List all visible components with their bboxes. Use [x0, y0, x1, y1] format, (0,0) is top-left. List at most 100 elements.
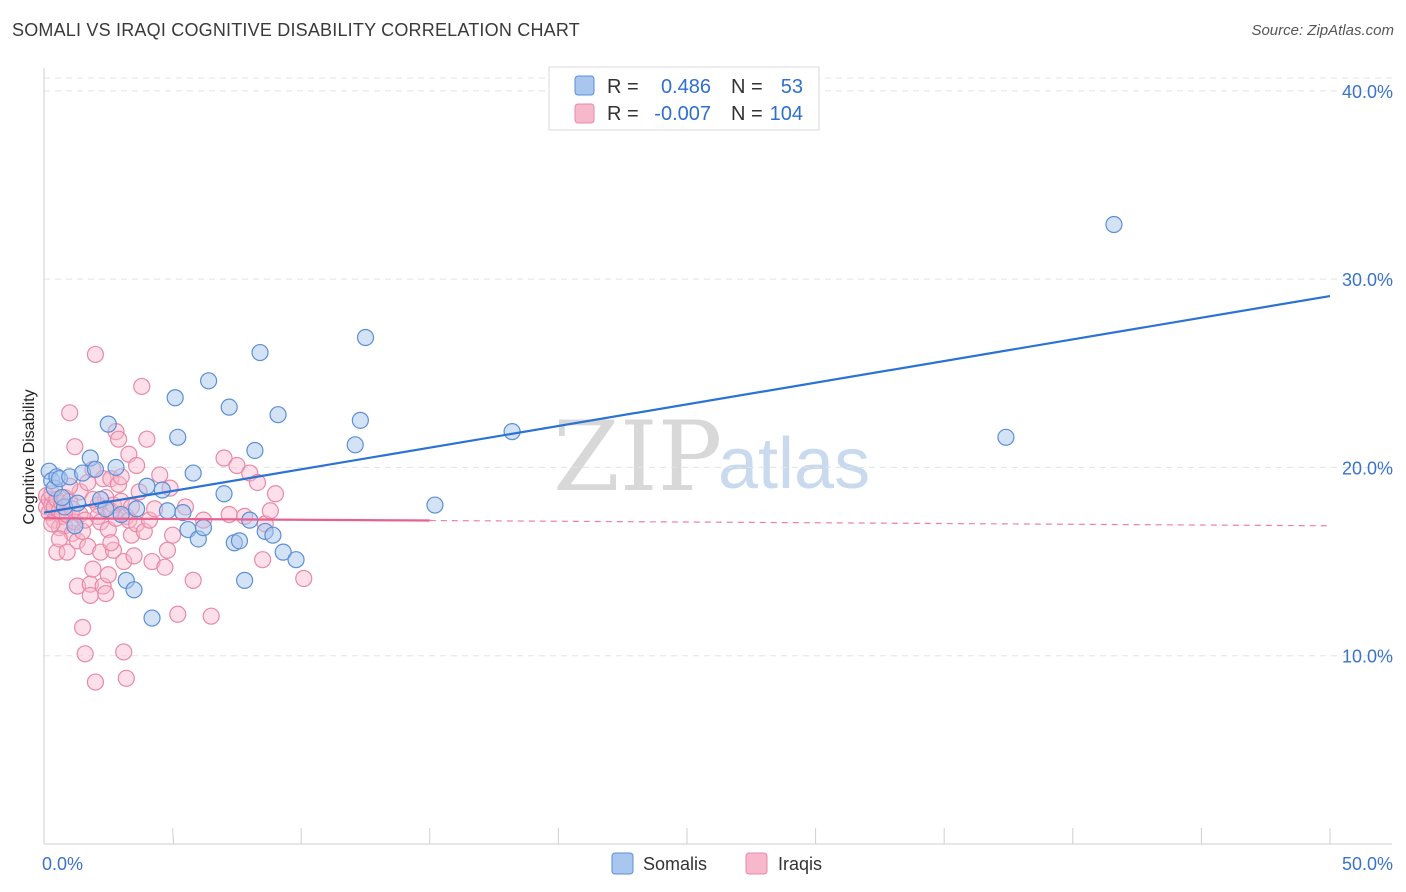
somali-point: [215, 485, 233, 503]
iraqi-point: [58, 543, 76, 561]
somali-point: [125, 581, 143, 599]
somali-trend-line: [43, 294, 1331, 514]
somali-point: [200, 372, 218, 390]
watermark-atlas-text: atlas: [718, 424, 870, 504]
somali-legend-swatch: [574, 75, 595, 96]
iraqis-legend-swatch: [745, 852, 768, 875]
somali-point: [230, 532, 249, 550]
iraqi-point: [184, 571, 202, 589]
somali-r-label: R =: [607, 76, 639, 98]
somali-point: [269, 406, 287, 424]
iraqi-trend-line-dashed: [429, 519, 1331, 527]
y-tick-label: 40.0%: [1342, 82, 1393, 102]
iraqi-n-value: 104: [770, 103, 803, 125]
iraqi-point: [73, 618, 92, 637]
somalis-legend-swatch: [611, 852, 634, 875]
iraqi-point: [248, 473, 267, 492]
y-tick-label: 10.0%: [1342, 647, 1393, 667]
somali-point: [351, 411, 369, 429]
iraqi-point: [215, 449, 233, 467]
somali-point: [194, 519, 213, 537]
stats-legend: R = 0.486 N = 53 R = -0.007 N = 104: [548, 66, 820, 131]
somali-point: [86, 460, 105, 478]
iraqi-point: [61, 404, 79, 422]
series-legend: Somalis Iraqis: [611, 852, 822, 875]
iraqi-point: [138, 430, 156, 448]
iraqi-point: [169, 605, 187, 623]
iraqi-point: [115, 552, 133, 571]
iraqi-point: [76, 645, 94, 663]
somali-point: [287, 551, 305, 569]
iraqi-point: [133, 377, 151, 396]
iraqi-point: [261, 502, 279, 520]
iraqi-point: [122, 526, 141, 544]
somali-point: [220, 398, 238, 416]
iraqi-point: [43, 515, 61, 533]
x-tick-label: 0.0%: [42, 854, 83, 874]
y-tick-label: 20.0%: [1342, 458, 1393, 478]
y-axis-title: Cognitive Disability: [21, 389, 38, 524]
iraqi-point: [254, 551, 272, 569]
somali-point: [264, 526, 282, 544]
somali-point: [236, 571, 254, 589]
iraqi-point: [125, 547, 143, 565]
tick-labels: 10.0% 20.0% 30.0% 40.0% 0.0% 50.0%: [42, 82, 1393, 874]
somali-point: [127, 500, 146, 518]
gridlines: [44, 77, 1392, 657]
iraqi-point: [86, 345, 105, 364]
somali-n-value: 53: [781, 76, 803, 98]
iraqi-point: [84, 560, 102, 578]
iraqi-point: [102, 534, 120, 552]
iraqi-point: [266, 485, 285, 503]
somali-points: [40, 215, 1123, 627]
iraqi-point: [127, 456, 146, 475]
iraqi-point: [202, 607, 220, 625]
iraqi-n-label: N =: [731, 103, 763, 125]
somali-point: [53, 488, 71, 507]
chart-title: SOMALI VS IRAQI COGNITIVE DISABILITY COR…: [12, 20, 580, 40]
somali-point: [346, 436, 364, 454]
somali-r-value: 0.486: [661, 76, 711, 98]
iraqis-legend-label: Iraqis: [778, 854, 822, 874]
somali-point: [97, 500, 115, 518]
somali-point: [169, 428, 187, 446]
iraqi-point: [140, 511, 159, 529]
iraqi-point: [50, 530, 69, 548]
iraqi-point: [164, 526, 182, 544]
iraqi-r-label: R =: [607, 103, 639, 125]
somali-point: [251, 343, 269, 362]
axes: [43, 68, 1392, 845]
somali-point: [143, 609, 161, 627]
iraqi-point: [109, 430, 128, 448]
somali-point: [153, 481, 171, 499]
x-tick-label: 50.0%: [1342, 854, 1393, 874]
iraqi-trend-line: [43, 517, 430, 522]
somali-point: [112, 505, 130, 524]
somali-point: [166, 389, 184, 407]
somali-point: [274, 543, 292, 561]
somali-point: [174, 504, 192, 522]
iraqi-point: [158, 541, 177, 559]
somali-point: [997, 428, 1015, 446]
somali-point: [107, 458, 125, 477]
iraqi-point: [151, 466, 169, 484]
somali-n-label: N =: [731, 76, 763, 98]
iraqi-point: [117, 669, 135, 687]
somalis-legend-label: Somalis: [643, 854, 707, 874]
somali-point: [503, 423, 521, 441]
iraqi-point: [115, 643, 133, 661]
somali-point: [138, 477, 156, 495]
watermark: ZIP atlas: [553, 401, 870, 513]
somali-point: [246, 441, 264, 460]
chart-source: Source: ZipAtlas.com: [1251, 22, 1394, 39]
somali-point: [158, 502, 177, 520]
iraqi-point: [228, 456, 246, 475]
iraqi-point: [156, 558, 174, 576]
iraqi-points: [37, 345, 313, 691]
iraqi-point: [97, 584, 115, 603]
iraqi-legend-swatch: [574, 103, 595, 124]
iraqi-point: [66, 438, 84, 456]
watermark-zip-text: ZIP: [553, 401, 722, 513]
somali-point: [356, 328, 375, 347]
